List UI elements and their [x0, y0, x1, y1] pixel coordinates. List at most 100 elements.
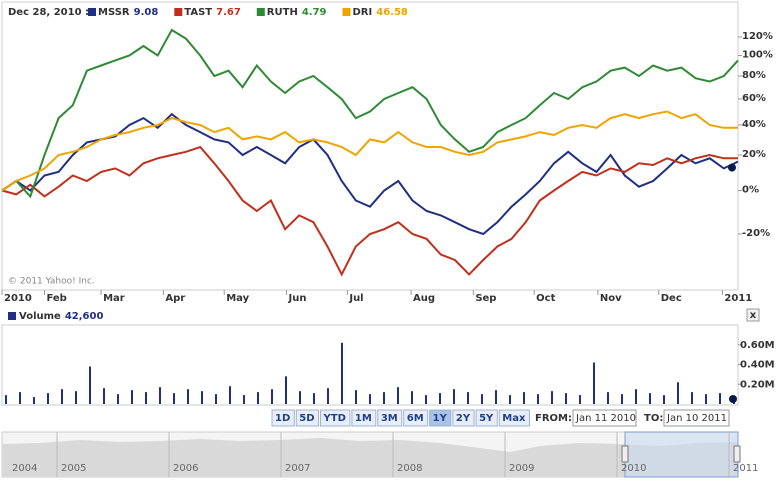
- legend-name: DRI: [353, 7, 373, 18]
- range-button-label[interactable]: 5Y: [479, 413, 494, 424]
- range-button-box[interactable]: [320, 409, 351, 427]
- volume-bar: [425, 395, 427, 404]
- close-box[interactable]: [746, 308, 760, 322]
- legend-quote: 9.08: [134, 7, 159, 18]
- navigator-handle[interactable]: [733, 445, 741, 463]
- volume-bar: [467, 392, 469, 404]
- legend-swatch: [342, 8, 351, 16]
- range-button-label[interactable]: 1Y: [433, 413, 448, 424]
- range-button-label[interactable]: 6M: [407, 413, 424, 424]
- x-tick-label: 2011: [724, 293, 752, 304]
- y-tick-label: 120%: [742, 31, 773, 42]
- close-label[interactable]: x: [750, 310, 757, 321]
- range-button-box[interactable]: [271, 409, 295, 427]
- volume-bar: [691, 392, 693, 404]
- main-plot-frame: [1, 1, 739, 291]
- range-button[interactable]: 1M: [351, 409, 377, 427]
- to-label: TO:: [644, 413, 663, 424]
- navigator-year-label: 2009: [509, 463, 534, 474]
- range-button-box[interactable]: [498, 409, 530, 427]
- volume-bar: [103, 388, 105, 404]
- volume-bar: [551, 391, 553, 404]
- volume-bar: [481, 394, 483, 404]
- range-button[interactable]: 1Y: [429, 409, 452, 427]
- range-button[interactable]: 1D: [271, 409, 295, 427]
- x-tick-label: May: [226, 293, 249, 304]
- volume-bar: [187, 389, 189, 404]
- range-button-box[interactable]: [475, 409, 498, 427]
- range-button[interactable]: 2Y: [452, 409, 475, 427]
- from-value[interactable]: Jan 11 2010: [575, 413, 636, 424]
- navigator-year-label: 2011: [733, 463, 758, 474]
- range-button[interactable]: 5Y: [475, 409, 498, 427]
- series-line: [1, 145, 738, 277]
- volume-bar: [33, 397, 35, 404]
- credit: © 2011 Yahoo! Inc.: [8, 277, 95, 287]
- volume-bar: [341, 342, 343, 404]
- volume-last-dot: [729, 395, 737, 403]
- range-button[interactable]: Max: [498, 409, 530, 427]
- x-tick-label: Nov: [600, 293, 622, 304]
- volume-bar: [509, 395, 511, 404]
- navigator-handle[interactable]: [621, 445, 629, 463]
- to-input[interactable]: [663, 409, 730, 427]
- close-button[interactable]: x: [746, 308, 760, 322]
- x-tick-label: Jun: [287, 293, 306, 304]
- range-button-label[interactable]: 3M: [381, 413, 398, 424]
- range-button-label[interactable]: YTD: [323, 413, 346, 424]
- legend-quote: 7.67: [216, 7, 241, 18]
- volume-bar: [61, 389, 63, 404]
- range-button-box[interactable]: [452, 409, 475, 427]
- range-button-box[interactable]: [351, 409, 377, 427]
- y-tick-label: 20%: [742, 149, 766, 160]
- navigator-year-label: 2006: [173, 463, 198, 474]
- volume-bar: [565, 393, 567, 404]
- volume-bar: [5, 395, 7, 404]
- from-input[interactable]: [572, 409, 637, 427]
- volume-bar: [75, 391, 77, 404]
- volume-bar: [285, 376, 287, 404]
- legend-name: RUTH: [267, 7, 298, 18]
- range-button[interactable]: 5D: [295, 409, 320, 427]
- legend-quote: 46.58: [376, 7, 408, 18]
- volume-bar: [621, 394, 623, 404]
- navigator-year-label: 2007: [285, 463, 310, 474]
- navigator-year-label: 2005: [61, 463, 86, 474]
- x-tick-label: Dec: [661, 293, 682, 304]
- volume-legend-swatch: [8, 312, 16, 320]
- legend-name: MSSR: [98, 7, 130, 18]
- range-button-label[interactable]: Max: [502, 413, 526, 424]
- volume-plot-frame: [1, 324, 739, 406]
- range-button-box[interactable]: [403, 409, 429, 427]
- range-button-label[interactable]: 2Y: [456, 413, 471, 424]
- volume-bar: [159, 387, 161, 404]
- range-button-label[interactable]: 5D: [299, 413, 314, 424]
- volume-bar: [271, 389, 273, 404]
- volume-bar: [257, 392, 259, 404]
- range-button-box[interactable]: [295, 409, 320, 427]
- to-value[interactable]: Jan 10 2011: [666, 413, 727, 424]
- volume-bar: [117, 394, 119, 404]
- range-button-label[interactable]: 1D: [275, 413, 290, 424]
- legend-swatch: [256, 8, 265, 16]
- y-tick-label: 80%: [742, 70, 766, 81]
- range-button-box[interactable]: [429, 409, 452, 427]
- volume-bar: [313, 393, 315, 404]
- x-tick-label: Apr: [165, 293, 185, 304]
- volume-bar: [229, 386, 231, 404]
- volume-bar: [649, 393, 651, 404]
- volume-bar: [89, 366, 91, 404]
- from-label: FROM:: [535, 413, 572, 424]
- range-button[interactable]: YTD: [320, 409, 351, 427]
- range-button-box[interactable]: [377, 409, 403, 427]
- range-button[interactable]: 3M: [377, 409, 403, 427]
- range-button[interactable]: 6M: [403, 409, 429, 427]
- volume-bar: [537, 394, 539, 404]
- x-tick-label: Feb: [46, 293, 66, 304]
- volume-bar: [663, 395, 665, 404]
- range-button-label[interactable]: 1M: [355, 413, 372, 424]
- volume-bar: [173, 393, 175, 404]
- volume-bar: [201, 391, 203, 404]
- x-tick-label: Sep: [475, 293, 496, 304]
